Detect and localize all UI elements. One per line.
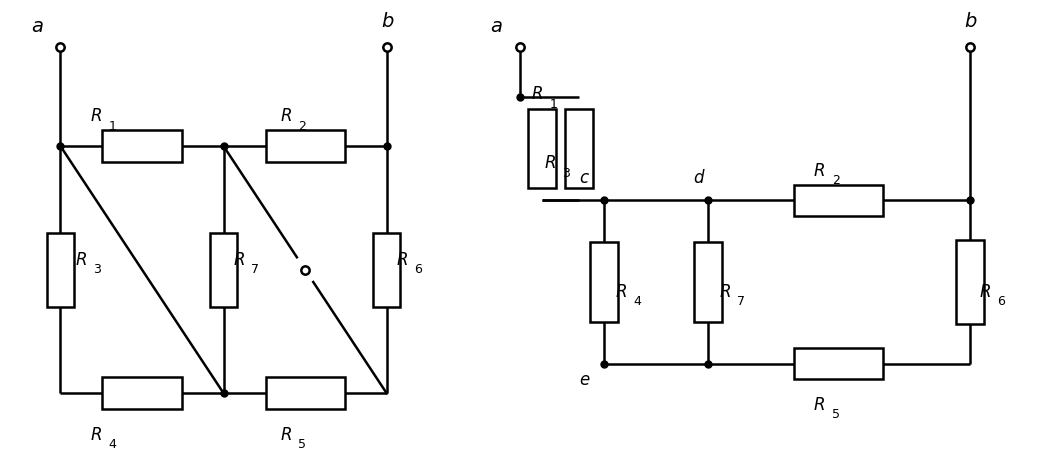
Bar [566, 109, 593, 188]
Text: b: b [382, 12, 394, 31]
Bar [210, 233, 237, 307]
Text: 1: 1 [550, 97, 557, 111]
Text: e: e [579, 371, 590, 389]
Text: R: R [719, 283, 731, 301]
Text: 6: 6 [414, 263, 422, 276]
Text: 3: 3 [563, 167, 570, 180]
Text: R: R [281, 426, 292, 444]
Text: R: R [91, 426, 102, 444]
Bar [694, 242, 721, 322]
Text: 2: 2 [832, 174, 839, 187]
Text: 4: 4 [109, 438, 116, 451]
Bar [528, 109, 555, 188]
Bar [265, 377, 345, 409]
Bar [373, 233, 401, 307]
Text: R: R [281, 107, 292, 125]
Text: 5: 5 [832, 408, 839, 421]
Text: a: a [491, 18, 502, 37]
Text: 3: 3 [93, 263, 101, 276]
Text: R: R [616, 283, 627, 301]
Text: 5: 5 [299, 438, 306, 451]
Text: 2: 2 [299, 120, 306, 133]
Text: d: d [693, 169, 704, 187]
Text: 7: 7 [252, 263, 259, 276]
Text: R: R [91, 107, 102, 125]
Bar [102, 130, 182, 162]
Text: R: R [814, 162, 826, 180]
Bar [102, 377, 182, 409]
Text: 4: 4 [634, 295, 642, 308]
Bar [794, 185, 883, 216]
Text: 1: 1 [109, 120, 116, 133]
Text: R: R [234, 251, 245, 269]
Text: R: R [397, 251, 408, 269]
Text: R: R [545, 154, 556, 172]
Text: 7: 7 [737, 295, 745, 308]
Text: R: R [979, 283, 991, 301]
Bar [956, 240, 983, 324]
Bar [47, 233, 74, 307]
Text: b: b [965, 12, 977, 31]
Text: c: c [579, 169, 589, 187]
Text: R: R [814, 396, 826, 414]
Text: 6: 6 [997, 295, 1005, 308]
Bar [265, 130, 345, 162]
Text: R: R [75, 251, 87, 269]
Text: a: a [31, 18, 43, 37]
Bar [590, 242, 618, 322]
Bar [794, 348, 883, 380]
Text: R: R [531, 85, 543, 103]
